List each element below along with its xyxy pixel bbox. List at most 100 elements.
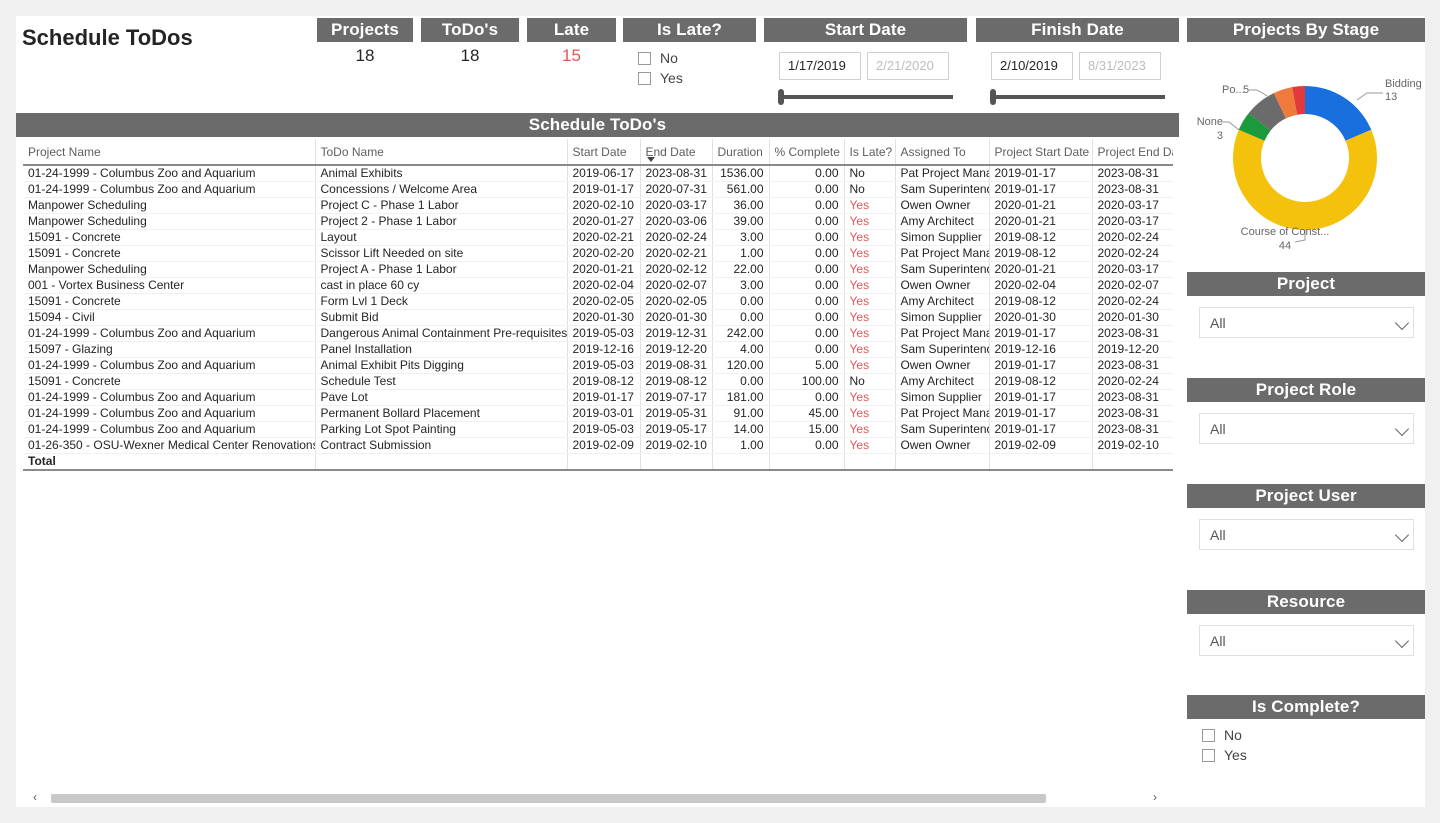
is-late-option-yes[interactable]: Yes <box>638 70 683 86</box>
table-row[interactable]: 15097 - Glazing Panel Installation 2019-12… <box>23 341 1173 358</box>
table-cell: 2020-02-12 <box>640 261 713 278</box>
projects-kpi-value: 18 <box>355 46 375 65</box>
table-cell: Form Lvl 1 Deck <box>315 293 568 310</box>
donut-slice[interactable] <box>1305 86 1372 141</box>
table-cell: 2019-08-12 <box>567 373 641 390</box>
column-header[interactable]: Start Date <box>567 139 641 166</box>
table-cell: 5.00 <box>769 357 845 374</box>
start-date-slider-track[interactable] <box>780 95 953 99</box>
table-cell: 2020-01-21 <box>567 261 641 278</box>
table-cell: 2019-01-17 <box>567 389 641 406</box>
table-cell: 2019-01-17 <box>989 181 1093 198</box>
finish-date-from-input[interactable]: 2/10/2019 <box>991 52 1073 80</box>
table-row[interactable]: Manpower Scheduling Project C - Phase 1 L… <box>23 197 1173 214</box>
table-cell: Schedule Test <box>315 373 568 390</box>
table-horizontal-scrollbar[interactable]: ‹ › <box>23 790 1173 804</box>
table-cell: 181.00 <box>712 389 770 406</box>
table-row[interactable]: 15091 - Concrete Form Lvl 1 Deck 2020-02-0… <box>23 293 1173 310</box>
scroll-right-icon[interactable]: › <box>1153 790 1157 804</box>
table-cell: 0.00 <box>769 389 845 406</box>
checkbox-icon[interactable] <box>1202 748 1215 762</box>
table-cell: Yes <box>844 197 896 214</box>
table-cell: 0.00 <box>769 197 845 214</box>
table-row[interactable]: Manpower Scheduling Project 2 - Phase 1 L… <box>23 213 1173 230</box>
donut-slice[interactable] <box>1273 87 1298 119</box>
column-header[interactable]: ToDo Name <box>315 139 568 166</box>
table-cell: 01-24-1999 - Columbus Zoo and Aquarium <box>23 421 316 438</box>
table-cell: Parking Lot Spot Painting <box>315 421 568 438</box>
column-header[interactable]: Assigned To <box>895 139 990 166</box>
table-cell: 2020-03-17 <box>1092 261 1173 278</box>
project-user-dropdown[interactable]: All <box>1199 519 1414 550</box>
table-cell: Amy Architect <box>895 373 990 390</box>
table-row[interactable]: 01-24-1999 - Columbus Zoo and Aquarium Da… <box>23 325 1173 342</box>
table-row[interactable]: 01-24-1999 - Columbus Zoo and Aquarium Pe… <box>23 405 1173 422</box>
table-cell: Owen Owner <box>895 437 990 454</box>
table-row[interactable]: 15091 - Concrete Layout 2020-02-21 2020-02-… <box>23 229 1173 246</box>
table-cell: 2020-02-24 <box>640 229 713 246</box>
table-row[interactable]: 15091 - Concrete Schedule Test 2019-08-12 2… <box>23 373 1173 390</box>
scroll-left-icon[interactable]: ‹ <box>33 790 37 804</box>
is-complete-option-no[interactable]: No <box>1202 727 1242 743</box>
table-row[interactable]: 01-26-350 - OSU-Wexner Medical Center Re… <box>23 437 1173 454</box>
table-cell: 39.00 <box>712 213 770 230</box>
donut-slice[interactable] <box>1238 113 1271 141</box>
start-date-to-input[interactable]: 2/21/2020 <box>867 52 949 80</box>
table-cell: Layout <box>315 229 568 246</box>
table-cell: 2020-02-24 <box>1092 293 1173 310</box>
table-cell: 2019-05-17 <box>640 421 713 438</box>
column-header[interactable]: End Date <box>640 139 713 166</box>
project-role-dropdown[interactable]: All <box>1199 413 1414 444</box>
table-cell <box>844 453 896 471</box>
table-cell: 2020-02-20 <box>567 245 641 262</box>
column-header[interactable]: Project Name <box>23 139 316 166</box>
table-cell: 2019-01-17 <box>989 165 1093 182</box>
column-header[interactable]: Duration <box>712 139 770 166</box>
table-row[interactable]: Manpower Scheduling Project A - Phase 1 L… <box>23 261 1173 278</box>
column-header[interactable]: Project End Date <box>1092 139 1173 166</box>
finish-date-slider-track[interactable] <box>992 95 1165 99</box>
table-cell: 2020-02-07 <box>640 277 713 294</box>
checkbox-icon[interactable] <box>638 71 651 85</box>
table-row[interactable]: 15094 - Civil Submit Bid 2020-01-30 2020-01… <box>23 309 1173 326</box>
table-row[interactable]: 01-24-1999 - Columbus Zoo and Aquarium Co… <box>23 181 1173 198</box>
table-cell: Yes <box>844 357 896 374</box>
table-cell: Pat Project Manager <box>895 165 990 182</box>
table-row[interactable]: 001 - Vortex Business Center cast in plac… <box>23 277 1173 294</box>
table-cell: 0.00 <box>769 213 845 230</box>
column-header[interactable]: % Complete <box>769 139 845 166</box>
schedule-todos-table[interactable]: Project Name ToDo Name Start Date End Date D… <box>23 139 1173 484</box>
start-date-from-input[interactable]: 1/17/2019 <box>779 52 861 80</box>
project-dropdown[interactable]: All <box>1199 307 1414 338</box>
table-cell: Yes <box>844 325 896 342</box>
checkbox-icon[interactable] <box>638 51 651 65</box>
table-cell: 561.00 <box>712 181 770 198</box>
scrollbar-thumb[interactable] <box>51 794 1046 803</box>
column-header[interactable]: Is Late? <box>844 139 896 166</box>
finish-date-to-input[interactable]: 8/31/2023 <box>1079 52 1161 80</box>
resource-dropdown[interactable]: All <box>1199 625 1414 656</box>
table-cell: 2020-01-30 <box>640 309 713 326</box>
donut-slice[interactable] <box>1248 93 1286 131</box>
donut-label-bidding-value: 13 <box>1385 91 1397 103</box>
table-cell: Pat Project Manager <box>895 405 990 422</box>
checkbox-icon[interactable] <box>1202 728 1215 742</box>
table-row[interactable]: 01-24-1999 - Columbus Zoo and Aquarium Pa… <box>23 421 1173 438</box>
donut-slice[interactable] <box>1233 129 1377 230</box>
donut-label-bidding-name: Bidding <box>1385 78 1422 90</box>
table-cell: 2019-08-12 <box>989 245 1093 262</box>
table-cell: 1.00 <box>712 245 770 262</box>
table-row[interactable]: 01-24-1999 - Columbus Zoo and Aquarium Pa… <box>23 389 1173 406</box>
table-cell: Pave Lot <box>315 389 568 406</box>
table-row[interactable]: 01-24-1999 - Columbus Zoo and Aquarium An… <box>23 165 1173 182</box>
is-complete-option-yes[interactable]: Yes <box>1202 747 1247 763</box>
is-late-option-no[interactable]: No <box>638 50 678 66</box>
table-cell: 01-24-1999 - Columbus Zoo and Aquarium <box>23 389 316 406</box>
finish-date-slider-handle[interactable] <box>990 89 996 105</box>
table-row[interactable]: 01-24-1999 - Columbus Zoo and Aquarium An… <box>23 357 1173 374</box>
start-date-slider-handle[interactable] <box>778 89 784 105</box>
donut-slice[interactable] <box>1292 86 1305 115</box>
table-row[interactable]: 15091 - Concrete Scissor Lift Needed on s… <box>23 245 1173 262</box>
column-header[interactable]: Project Start Date <box>989 139 1093 166</box>
